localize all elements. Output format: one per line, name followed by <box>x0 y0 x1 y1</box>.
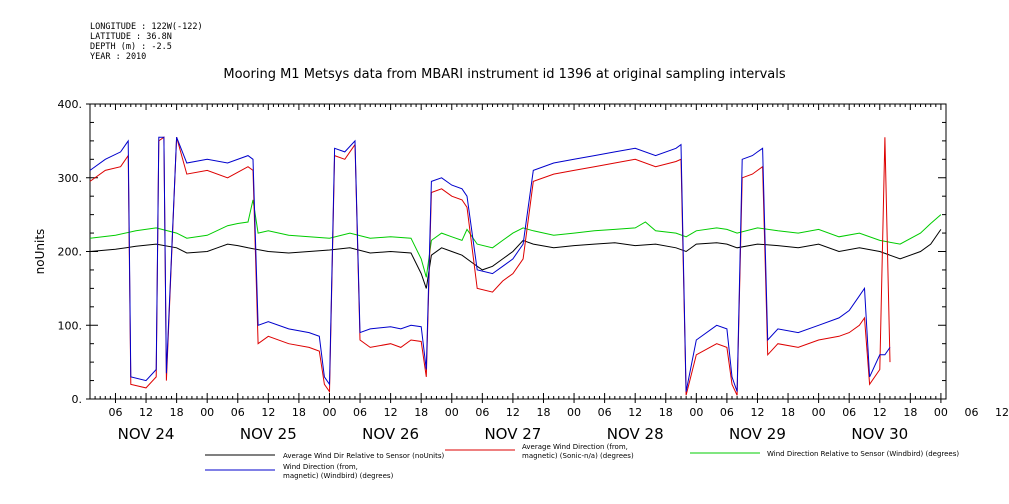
x-hour-label: 06 <box>475 406 489 419</box>
x-hour-label: 12 <box>995 406 1009 419</box>
x-day-label: NOV 24 <box>118 425 175 443</box>
series-line-avg-wind-dir <box>89 136 891 396</box>
meta-year: YEAR : 2010 <box>90 52 147 62</box>
x-hour-label: 00 <box>567 406 581 419</box>
series-line-windbird-dir <box>89 136 891 392</box>
legend-label: Wind Direction (from, <box>283 463 358 471</box>
x-hour-label: 00 <box>812 406 826 419</box>
x-day-label: NOV 28 <box>607 425 664 443</box>
legend-label: Wind Direction Relative to Sensor (Windb… <box>767 450 959 458</box>
x-hour-label: 00 <box>445 406 459 419</box>
x-hour-label: 18 <box>536 406 550 419</box>
x-day-label: NOV 26 <box>362 425 419 443</box>
x-hour-label: 12 <box>261 406 275 419</box>
meta-latitude: LATITUDE : 36.8N <box>90 32 172 42</box>
legend-label: Average Wind Direction (from, <box>522 443 628 451</box>
chart-title: Mooring M1 Metsys data from MBARI instru… <box>223 67 786 82</box>
x-day-label: NOV 29 <box>729 425 786 443</box>
y-tick-label: 300. <box>58 172 83 185</box>
y-tick-label: 100. <box>58 319 83 332</box>
series-line-relative-dir <box>89 229 942 289</box>
x-hour-label: 18 <box>414 406 428 419</box>
x-hour-label: 12 <box>628 406 642 419</box>
x-hour-label: 00 <box>934 406 948 419</box>
y-tick-label: 0. <box>72 393 83 406</box>
meta-depth: DEPTH (m) : -2.5 <box>90 42 172 52</box>
x-hour-label: 18 <box>292 406 306 419</box>
meta-longitude: LONGITUDE : 122W(-122) <box>90 22 203 32</box>
x-hour-label: 00 <box>322 406 336 419</box>
x-hour-label: 12 <box>873 406 887 419</box>
x-hour-label: 06 <box>720 406 734 419</box>
x-hour-label: 06 <box>353 406 367 419</box>
x-day-label: NOV 27 <box>484 425 541 443</box>
x-hour-label: 00 <box>689 406 703 419</box>
x-hour-label: 18 <box>659 406 673 419</box>
x-hour-label: 18 <box>781 406 795 419</box>
x-hour-label: 12 <box>750 406 764 419</box>
x-hour-label: 00 <box>200 406 214 419</box>
x-hour-label: 12 <box>506 406 520 419</box>
legend-label: magnetic) (Sonic-n/a) (degrees) <box>522 452 634 460</box>
metadata-block: LONGITUDE : 122W(-122) LATITUDE : 36.8N … <box>90 22 203 62</box>
x-hour-label: 18 <box>170 406 184 419</box>
y-tick-label: 200. <box>58 246 83 259</box>
legend-label: Average Wind Dir Relative to Sensor (noU… <box>283 452 444 460</box>
x-hour-label: 06 <box>842 406 856 419</box>
y-tick-label: 400. <box>58 98 83 111</box>
x-day-label: NOV 30 <box>851 425 908 443</box>
x-hour-label: 06 <box>108 406 122 419</box>
x-day-label: NOV 25 <box>240 425 297 443</box>
legend-label: magnetic) (Windbird) (degrees) <box>283 472 394 480</box>
x-hour-label: 12 <box>139 406 153 419</box>
x-hour-label: 06 <box>231 406 245 419</box>
y-axis-label: noUnits <box>33 229 47 275</box>
x-hour-label: 06 <box>964 406 978 419</box>
x-hour-label: 06 <box>598 406 612 419</box>
series-line-windbird-relative <box>89 199 942 278</box>
x-hour-label: 18 <box>903 406 917 419</box>
x-hour-label: 12 <box>384 406 398 419</box>
